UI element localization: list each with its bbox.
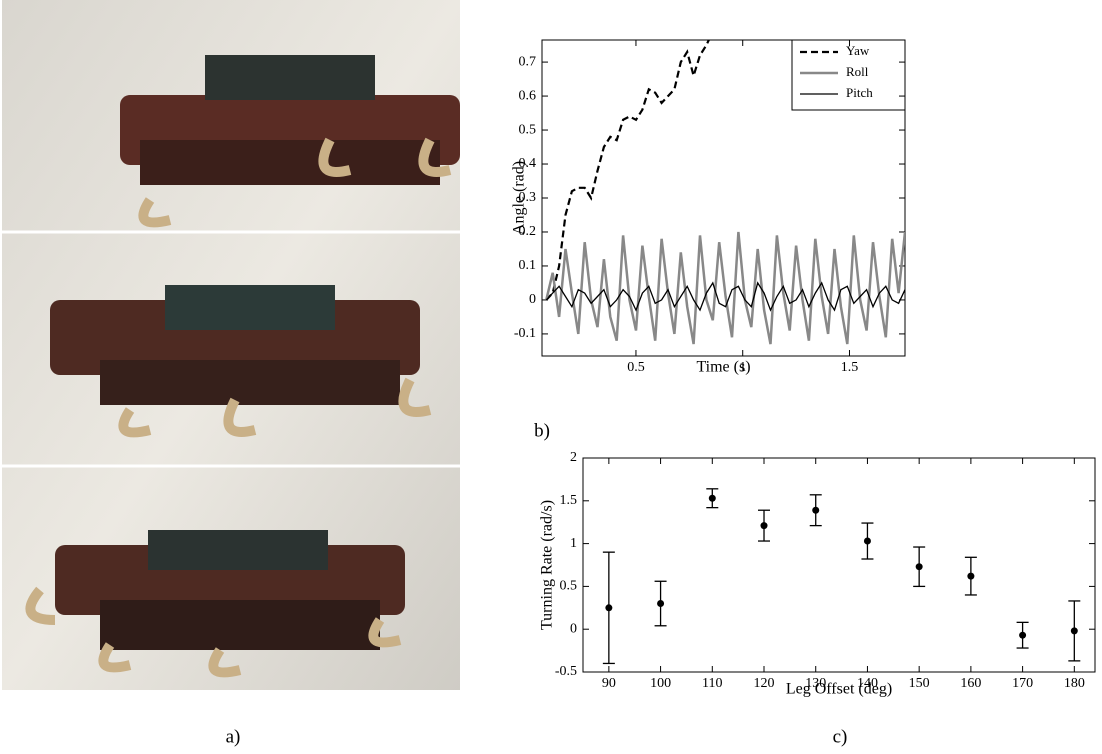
legend-label: Yaw bbox=[846, 43, 870, 58]
x-tick-label: 1.5 bbox=[841, 360, 859, 375]
y-tick-label: -0.1 bbox=[514, 326, 536, 341]
y-tick-label: 0.3 bbox=[519, 190, 537, 205]
data-point bbox=[967, 572, 975, 580]
x-axis-label: Leg Offset (deg) bbox=[786, 681, 892, 698]
data-line bbox=[545, 231, 905, 345]
panel-label: b) bbox=[534, 420, 550, 441]
data-point bbox=[605, 604, 613, 612]
y-tick-label: 0.5 bbox=[519, 122, 537, 137]
y-tick-label: 2 bbox=[570, 450, 577, 465]
plot-frame bbox=[582, 457, 1096, 673]
y-tick-label: -0.5 bbox=[555, 664, 577, 679]
y-tick-label: 0.4 bbox=[519, 156, 537, 171]
legend-label: Pitch bbox=[846, 85, 873, 100]
data-line bbox=[545, 281, 905, 312]
y-tick-label: 1.5 bbox=[560, 493, 578, 508]
x-tick-label: 150 bbox=[909, 676, 930, 691]
legend-label: Roll bbox=[846, 64, 869, 79]
x-tick-label: 160 bbox=[960, 676, 981, 691]
data-point bbox=[657, 600, 665, 608]
data-point bbox=[708, 494, 716, 502]
data-point bbox=[1019, 631, 1027, 639]
data-point bbox=[915, 563, 923, 571]
x-tick-label: 130 bbox=[805, 676, 826, 691]
x-tick-label: 120 bbox=[754, 676, 775, 691]
robot-frame-3 bbox=[25, 530, 405, 678]
y-tick-label: 0.6 bbox=[519, 88, 537, 103]
y-tick-label: 0.2 bbox=[519, 224, 537, 239]
y-tick-label: 0.7 bbox=[519, 54, 537, 69]
legend-box bbox=[791, 39, 906, 111]
panel-label: a) bbox=[226, 726, 241, 747]
y-tick-label: 0.5 bbox=[560, 579, 578, 594]
robot-frame-2 bbox=[50, 285, 432, 438]
x-tick-label: 110 bbox=[702, 676, 722, 691]
data-point bbox=[863, 537, 871, 545]
data-line bbox=[545, 40, 711, 301]
x-tick-label: 100 bbox=[650, 676, 671, 691]
y-tick-label: 1 bbox=[570, 536, 577, 551]
plot-area bbox=[545, 40, 905, 345]
y-tick-label: 0.1 bbox=[519, 258, 537, 273]
x-tick-label: 0.5 bbox=[627, 360, 645, 375]
photo-sequence bbox=[2, 0, 460, 690]
x-axis-label: Time (s) bbox=[696, 359, 750, 376]
x-tick-label: 1 bbox=[739, 360, 746, 375]
y-axis-label: Angle (rad) bbox=[511, 161, 528, 235]
y-axis-label: Turning Rate (rad/s) bbox=[539, 500, 556, 630]
data-point bbox=[760, 522, 768, 530]
y-tick-label: 0 bbox=[570, 621, 577, 636]
x-tick-label: 170 bbox=[1012, 676, 1033, 691]
data-point bbox=[1070, 627, 1078, 635]
x-tick-label: 140 bbox=[857, 676, 878, 691]
data-point bbox=[812, 506, 820, 514]
panel-label: c) bbox=[833, 726, 848, 747]
robot-frame-1 bbox=[120, 55, 460, 228]
x-tick-label: 90 bbox=[602, 676, 616, 691]
y-tick-label: 0 bbox=[529, 292, 536, 307]
x-tick-label: 180 bbox=[1064, 676, 1085, 691]
